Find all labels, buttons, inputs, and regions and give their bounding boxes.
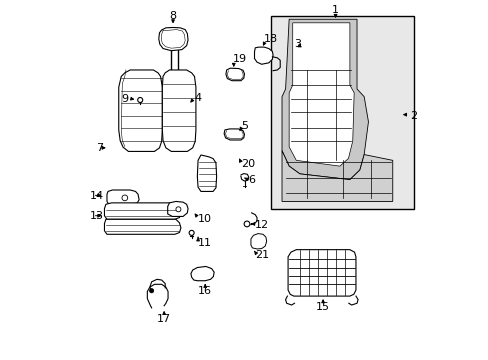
Text: 13: 13 xyxy=(90,211,104,221)
Polygon shape xyxy=(224,129,244,140)
Text: 15: 15 xyxy=(315,302,329,312)
Bar xyxy=(271,16,413,208)
Polygon shape xyxy=(197,155,216,192)
Polygon shape xyxy=(162,70,196,152)
Text: 11: 11 xyxy=(198,238,212,248)
Polygon shape xyxy=(107,190,139,204)
Text: 6: 6 xyxy=(247,175,255,185)
Text: 10: 10 xyxy=(198,214,212,224)
Polygon shape xyxy=(201,165,212,174)
Text: 19: 19 xyxy=(233,54,247,64)
Polygon shape xyxy=(287,249,355,296)
Text: 4: 4 xyxy=(194,93,201,103)
Polygon shape xyxy=(225,68,244,81)
Circle shape xyxy=(149,289,153,293)
Text: 14: 14 xyxy=(90,191,104,201)
Text: 3: 3 xyxy=(294,39,301,49)
Polygon shape xyxy=(282,151,392,202)
Text: 7: 7 xyxy=(96,143,103,153)
Circle shape xyxy=(189,230,194,235)
Text: 17: 17 xyxy=(157,314,171,324)
Polygon shape xyxy=(119,70,162,152)
Text: 8: 8 xyxy=(169,11,176,21)
Text: 16: 16 xyxy=(198,286,212,296)
Polygon shape xyxy=(250,234,266,249)
Text: 1: 1 xyxy=(331,5,338,15)
Text: 20: 20 xyxy=(241,159,255,169)
Polygon shape xyxy=(104,219,181,234)
Polygon shape xyxy=(159,27,188,51)
Text: 5: 5 xyxy=(241,121,247,131)
Circle shape xyxy=(244,221,249,227)
Polygon shape xyxy=(104,203,181,219)
Text: 9: 9 xyxy=(121,94,128,104)
Polygon shape xyxy=(167,202,188,216)
Polygon shape xyxy=(190,266,214,281)
Text: 2: 2 xyxy=(410,111,417,121)
Circle shape xyxy=(122,195,127,201)
Polygon shape xyxy=(254,47,272,64)
Text: 18: 18 xyxy=(264,34,278,44)
Text: 21: 21 xyxy=(255,250,269,260)
Polygon shape xyxy=(288,23,353,166)
Circle shape xyxy=(176,207,181,212)
Polygon shape xyxy=(282,19,367,180)
Text: 12: 12 xyxy=(255,220,269,230)
Circle shape xyxy=(138,98,142,103)
